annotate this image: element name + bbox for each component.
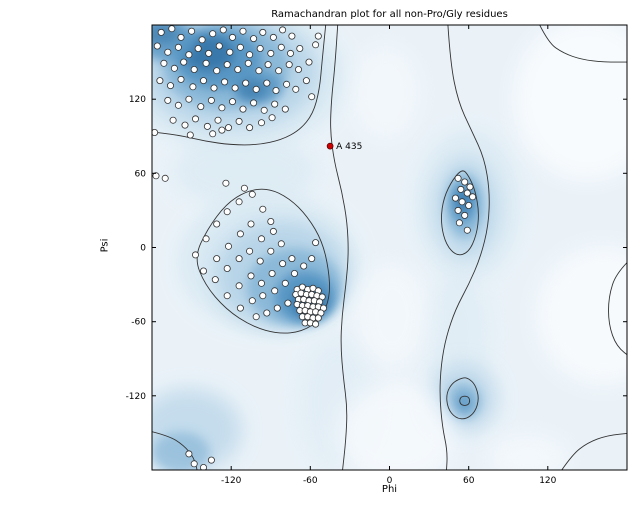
svg-text:-60: -60 xyxy=(131,318,146,328)
x-axis-label: Phi xyxy=(381,484,398,495)
svg-text:-120: -120 xyxy=(126,392,147,402)
svg-text:0: 0 xyxy=(387,476,393,486)
svg-text:60: 60 xyxy=(135,169,147,179)
chart-title: Ramachandran plot for all non-Pro/Gly re… xyxy=(271,9,508,20)
axis-ticks xyxy=(152,25,627,470)
highlight-label: A 435 xyxy=(336,142,362,152)
svg-text:120: 120 xyxy=(539,476,556,486)
tick-labels: -120 -60 0 60 120 -120 -60 0 60 120 xyxy=(126,95,557,486)
svg-text:-60: -60 xyxy=(303,476,318,486)
svg-text:-120: -120 xyxy=(221,476,242,486)
svg-text:120: 120 xyxy=(129,95,146,105)
highlight-marker: A 435 xyxy=(326,142,362,152)
svg-text:60: 60 xyxy=(463,476,475,486)
scatter-points xyxy=(152,25,477,470)
plot-frame xyxy=(151,24,628,471)
y-axis-label: Psi xyxy=(99,238,111,253)
svg-text:0: 0 xyxy=(140,244,146,254)
contour-lines xyxy=(152,25,627,470)
